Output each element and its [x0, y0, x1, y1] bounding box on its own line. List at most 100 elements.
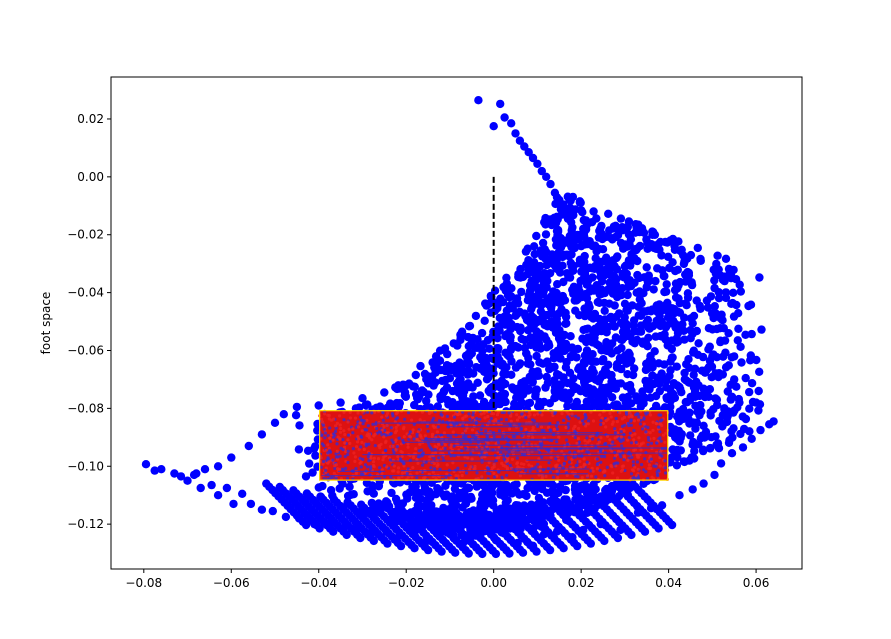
data-point [443, 349, 452, 359]
data-point [431, 490, 441, 499]
data-point [670, 245, 680, 254]
data-point [336, 398, 345, 407]
data-point [308, 468, 317, 477]
data-point [440, 492, 449, 501]
rect-texture-dot [328, 449, 332, 453]
data-point [685, 419, 694, 428]
data-point [688, 440, 697, 449]
rect-texture-dot [636, 467, 640, 471]
highlight-layer [318, 409, 670, 482]
rect-texture-dot [418, 442, 422, 446]
data-point [650, 347, 659, 356]
data-point [714, 372, 723, 382]
rect-texture-dot [478, 417, 482, 421]
rect-texture-dot [356, 425, 361, 429]
rect-texture-dot [648, 431, 652, 435]
data-point [549, 349, 558, 358]
rect-texture-dot [335, 442, 339, 446]
rect-texture-dot [646, 443, 650, 447]
rect-texture-dot [322, 459, 326, 464]
y-tick-label: −0.12 [67, 517, 104, 531]
rect-texture-dot [649, 457, 654, 461]
data-point [567, 250, 576, 259]
rect-texture-dot [658, 453, 662, 457]
rect-texture-dot [344, 449, 348, 454]
rect-texture-dot [440, 413, 444, 417]
rect-texture-dot [486, 414, 490, 419]
data-point [736, 429, 745, 439]
rect-texture-dot [595, 462, 600, 467]
data-point [605, 278, 614, 287]
data-point [503, 291, 513, 300]
data-point [691, 401, 700, 410]
rect-texture-dot [465, 423, 469, 427]
data-point [737, 358, 746, 367]
rect-texture-dot [320, 433, 324, 437]
rect-texture-dot [517, 415, 522, 419]
rect-texture-dot [449, 476, 453, 480]
rect-texture-dot [338, 423, 342, 427]
data-point [725, 267, 734, 277]
data-point [496, 99, 505, 109]
data-point [711, 309, 720, 318]
rect-texture-dot [626, 438, 630, 442]
data-point [507, 119, 516, 128]
data-point [192, 469, 201, 478]
rect-texture-dot [633, 465, 637, 469]
data-point [651, 276, 660, 286]
y-tick-label: 0.00 [77, 170, 104, 184]
data-point [655, 307, 664, 316]
data-point [602, 367, 611, 377]
rect-texture-dot [360, 429, 364, 433]
rect-texture-dot [451, 430, 455, 434]
rect-texture-dot [380, 468, 384, 472]
rect-texture-dot [392, 464, 396, 468]
data-point [439, 387, 449, 397]
rect-texture-dot [358, 421, 362, 425]
data-point [528, 378, 537, 387]
data-point [747, 434, 756, 443]
data-point [628, 301, 637, 310]
rect-texture-dot [371, 463, 376, 468]
data-point [547, 317, 556, 326]
data-point [663, 313, 673, 322]
data-point [554, 249, 563, 258]
data-point [655, 245, 664, 254]
data-point [550, 219, 560, 228]
rect-texture-dot [434, 477, 438, 481]
rect-texture-dot [509, 414, 513, 418]
data-point [688, 485, 697, 494]
data-point [641, 307, 650, 316]
data-point [451, 548, 460, 557]
rect-texture-dot [381, 458, 385, 462]
data-point [478, 353, 487, 363]
data-point [597, 266, 607, 275]
data-point [538, 289, 548, 299]
rect-texture-dot [345, 476, 350, 480]
data-point [565, 195, 574, 205]
data-point [310, 519, 319, 529]
rect-texture-dot [629, 419, 633, 423]
data-point [505, 549, 514, 558]
data-point [542, 247, 551, 257]
rect-texture-dot [646, 436, 651, 440]
rect-texture-dot [642, 422, 646, 426]
rect-texture-dot [589, 434, 593, 438]
data-point [550, 188, 560, 197]
rect-texture-dot [363, 428, 367, 432]
rect-texture-dot [342, 418, 346, 422]
data-point [323, 519, 332, 529]
rect-texture-dot [519, 462, 524, 466]
data-point [602, 253, 611, 262]
data-point [649, 285, 658, 294]
data-point [685, 456, 694, 465]
data-point [520, 377, 529, 386]
data-point [444, 400, 453, 409]
data-point [515, 136, 525, 145]
rect-texture-dot [388, 432, 392, 436]
rect-texture-dot [408, 435, 412, 439]
rect-texture-dot [405, 471, 409, 476]
rect-texture-dot [652, 477, 656, 481]
rect-texture-dot [580, 475, 584, 480]
rect-texture-dot [415, 471, 419, 475]
